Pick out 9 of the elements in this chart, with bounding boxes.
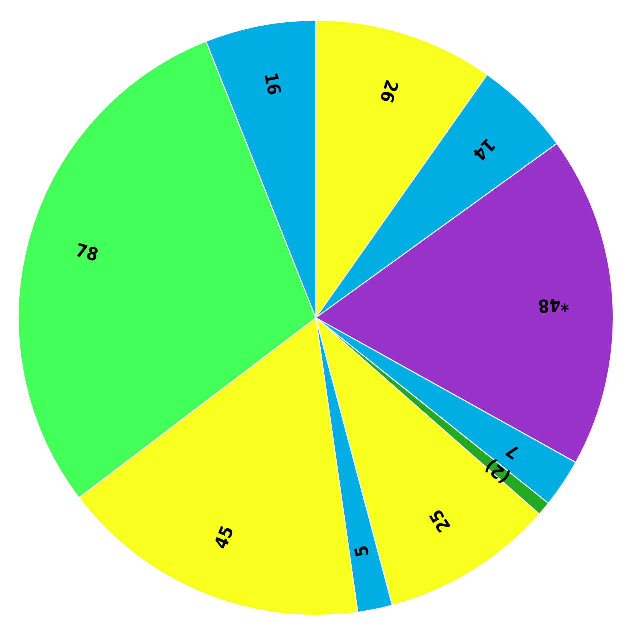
data-label: 45 — [210, 523, 239, 552]
data-label: 14 — [468, 134, 500, 165]
data-label: 78 — [73, 240, 101, 266]
data-label: 26 — [375, 77, 402, 106]
data-label: *48 — [538, 293, 570, 316]
data-label: 16 — [260, 71, 285, 98]
data-label: 7 — [502, 439, 524, 464]
data-label: 5 — [351, 544, 374, 559]
data-label: 25 — [426, 506, 456, 536]
